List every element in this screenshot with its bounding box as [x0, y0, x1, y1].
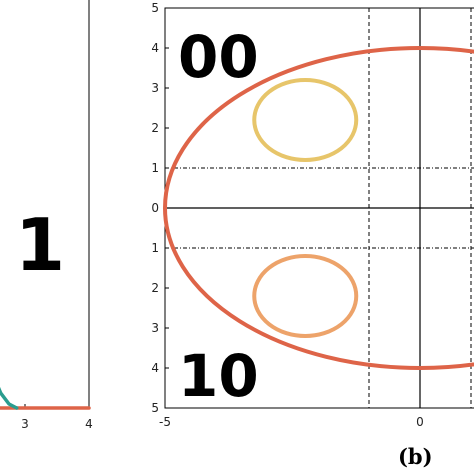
- x-tick-label: -5: [159, 415, 171, 429]
- left-teal-curve: [0, 386, 19, 410]
- left-series-group: [0, 386, 91, 410]
- y-tick-label: 3: [151, 321, 159, 335]
- left-panel: 3 4 1: [0, 0, 93, 431]
- y-tick-label: 3: [151, 81, 159, 95]
- bottom-circle: [252, 254, 359, 338]
- panel-label: (b): [398, 444, 433, 469]
- y-tick-label: 2: [151, 121, 159, 135]
- y-tick-label: 4: [151, 41, 159, 55]
- x-ticks: -5 0: [159, 404, 424, 429]
- y-tick-label: 2: [151, 281, 159, 295]
- region-label-10: 10: [178, 342, 259, 410]
- guide-lines: [165, 8, 474, 408]
- x-tick-label: 0: [416, 415, 424, 429]
- left-x-tick-label: 4: [85, 417, 93, 431]
- left-x-tick-label: 3: [21, 417, 29, 431]
- y-tick-label: 4: [151, 361, 159, 375]
- top-circle: [252, 78, 359, 162]
- left-region-label: 1: [15, 203, 65, 287]
- big-ellipse: [163, 46, 474, 370]
- y-tick-label: 5: [151, 1, 159, 15]
- y-tick-label: 5: [151, 401, 159, 415]
- y-ticks: 5 4 3 2 1 0 1 2 3 4 5: [151, 1, 169, 415]
- y-tick-label: 1: [151, 161, 159, 175]
- region-label-00: 00: [178, 23, 259, 91]
- series-group: [163, 46, 474, 370]
- y-tick-label: 1: [151, 241, 159, 255]
- y-tick-label: 0: [151, 201, 159, 215]
